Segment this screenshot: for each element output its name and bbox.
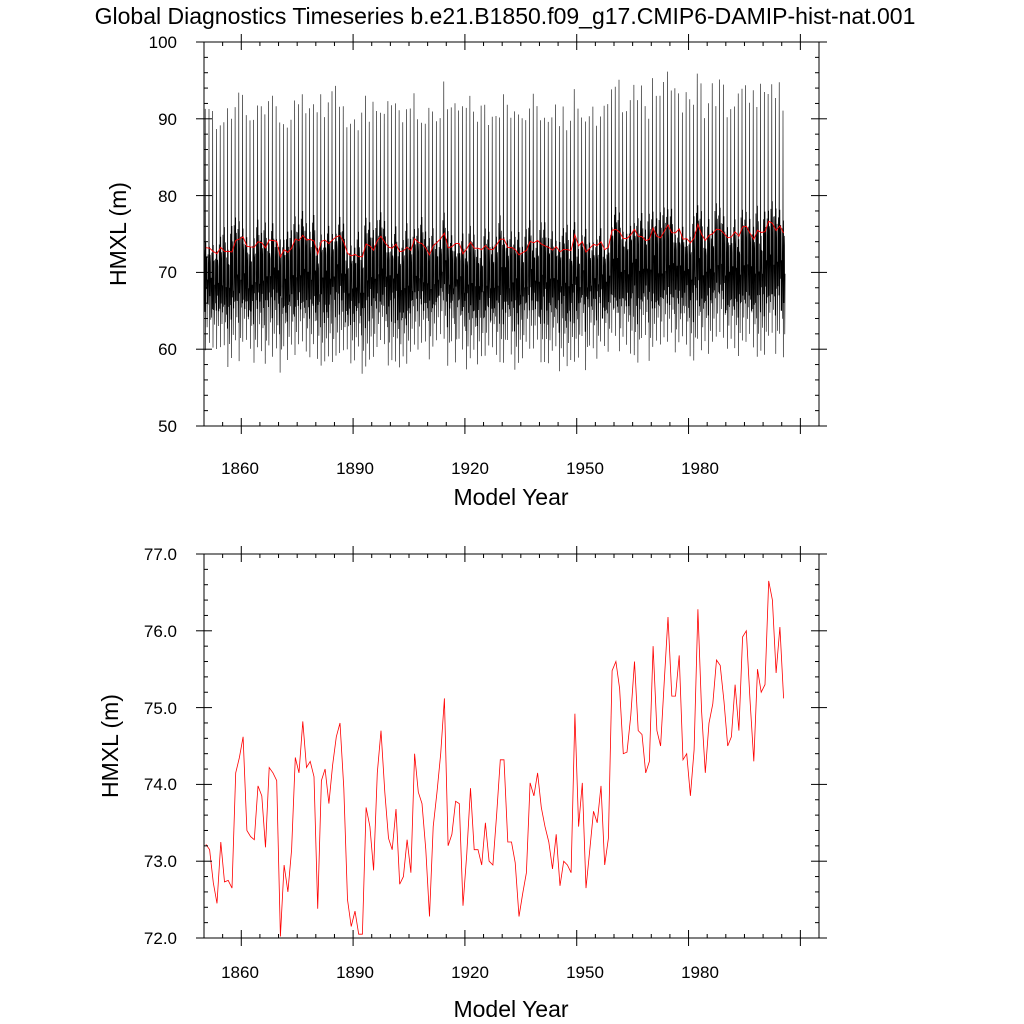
bottom-y-tick-label: 72.0 — [144, 929, 177, 948]
bottom-series-group — [205, 580, 784, 937]
figure-title: Global Diagnostics Timeseries b.e21.B185… — [95, 3, 916, 29]
bottom-y-tick-label: 76.0 — [144, 622, 177, 641]
bottom-y-axis-label: HMXL (m) — [97, 694, 123, 798]
top-y-tick-label: 100 — [149, 33, 177, 52]
top-series-group — [203, 71, 786, 374]
top-x-tick-label: 1860 — [221, 459, 259, 478]
bottom-y-tick-label: 73.0 — [144, 852, 177, 871]
annual-mean-line — [205, 220, 785, 259]
bottom-x-tick-label: 1980 — [681, 963, 719, 982]
top-x-tick-label: 1890 — [336, 459, 374, 478]
top-y-tick-label: 80 — [158, 187, 177, 206]
top-y-axis-label: HMXL (m) — [105, 182, 131, 286]
top-x-axis-label: Model Year — [453, 484, 568, 510]
top-x-tick-label: 1980 — [681, 459, 719, 478]
bottom-x-tick-label: 1890 — [336, 963, 374, 982]
bottom-x-tick-label: 1920 — [451, 963, 489, 982]
top-y-tick-label: 60 — [158, 340, 177, 359]
bottom-y-tick-label: 77.0 — [144, 545, 177, 564]
bottom-y-tick-label: 75.0 — [144, 699, 177, 718]
top-panel: 1860 1890 1920 1950 1980 50 60 70 80 90 … — [105, 33, 827, 510]
bottom-panel: 1860 1890 1920 1950 1980 72.0 73.0 74.0 … — [97, 545, 827, 1022]
top-plot-frame — [203, 41, 820, 427]
bottom-x-tick-label: 1950 — [566, 963, 604, 982]
bottom-plot-frame — [203, 553, 820, 939]
top-y-tick-label: 50 — [158, 417, 177, 436]
bottom-x-tick-label: 1860 — [221, 963, 259, 982]
monthly-series-line — [203, 71, 786, 374]
top-x-tick-label: 1950 — [566, 459, 604, 478]
bottom-tick-group — [196, 546, 827, 946]
top-tick-group — [196, 34, 827, 434]
annual-mean-line — [205, 580, 784, 937]
top-x-tick-label: 1920 — [451, 459, 489, 478]
top-y-tick-label: 90 — [158, 110, 177, 129]
bottom-y-tick-label: 74.0 — [144, 775, 177, 794]
top-y-tick-label: 70 — [158, 263, 177, 282]
bottom-x-axis-label: Model Year — [453, 996, 568, 1022]
